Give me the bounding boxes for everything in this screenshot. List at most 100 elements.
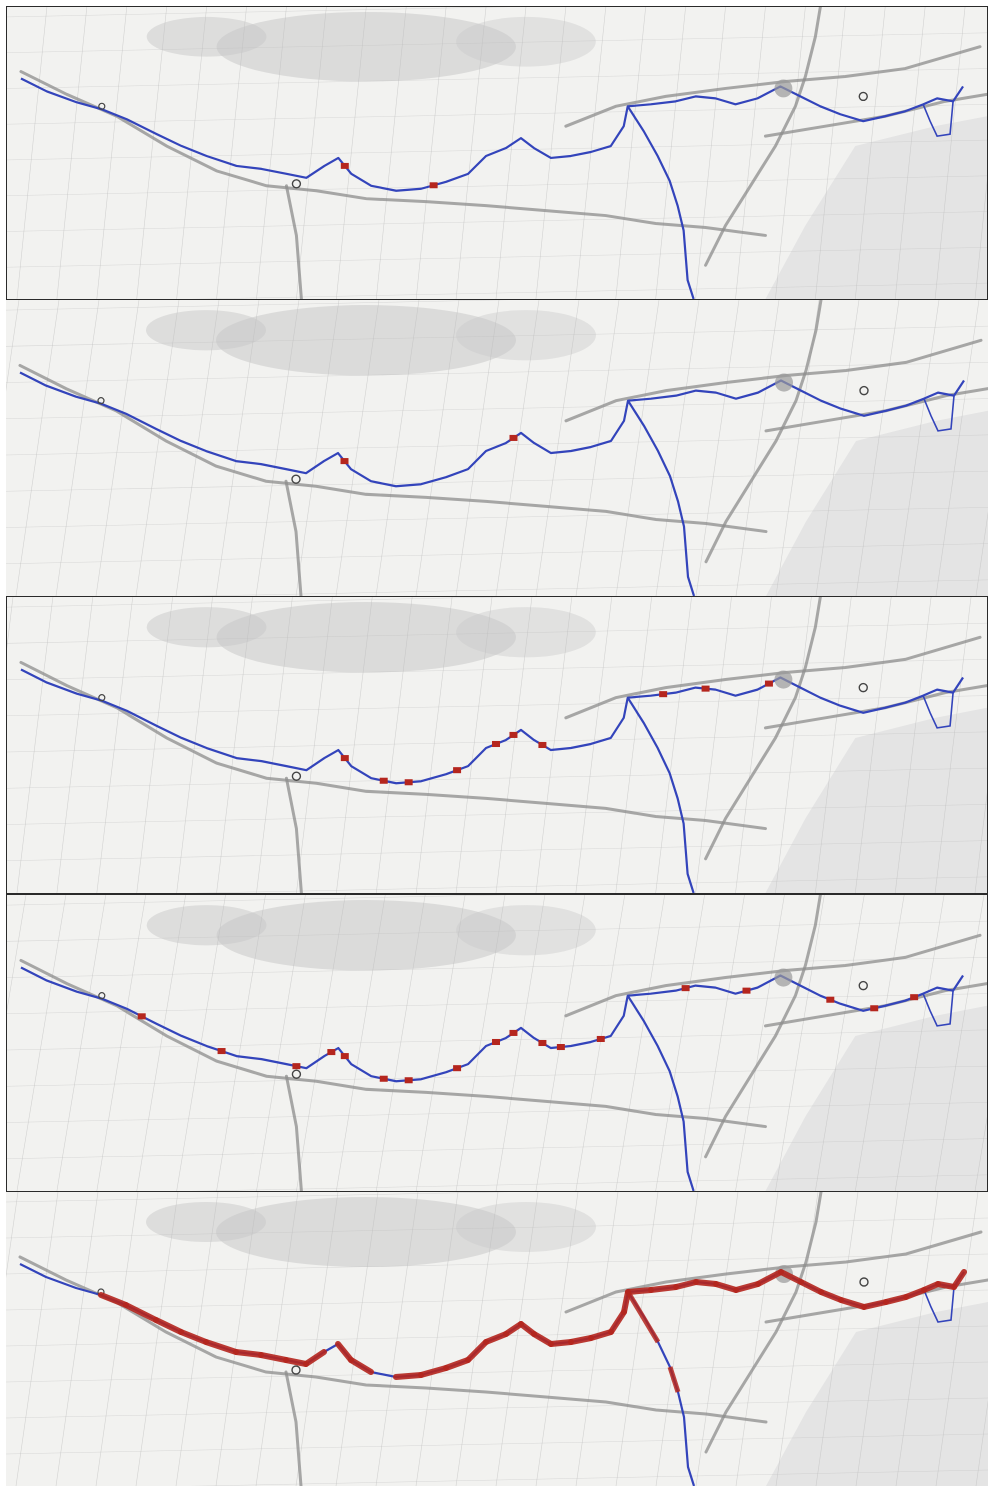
minor-road [7, 920, 987, 942]
minor-road [815, 300, 860, 596]
minor-road [7, 1138, 987, 1160]
mountain-shade [456, 607, 596, 658]
sea-area [766, 410, 988, 596]
minor-road [695, 1192, 739, 1486]
highlight-segment [648, 1284, 679, 1293]
minor-road [190, 1469, 988, 1486]
mountain-shade [456, 1202, 596, 1252]
highlight-segment [453, 767, 462, 774]
minor-road [6, 1217, 988, 1239]
map-panel-4 [6, 894, 988, 1192]
minor-road [455, 300, 500, 596]
map-panel-1 [6, 6, 988, 300]
minor-road [6, 1397, 988, 1419]
minor-road [7, 597, 14, 649]
highlight-segment [681, 985, 690, 992]
town-marker-icon [98, 694, 106, 702]
minor-road [655, 1192, 699, 1486]
route-branch [626, 105, 695, 299]
town-marker-icon [98, 992, 106, 1000]
minor-road [16, 597, 54, 893]
minor-road [56, 7, 88, 299]
minor-road [6, 325, 988, 347]
highlight-segment [123, 1302, 159, 1323]
highlight-segment [137, 1013, 146, 1020]
mountain-shade [216, 305, 516, 376]
minor-road [975, 1399, 988, 1486]
highlight-segment [443, 1357, 471, 1371]
highlight-segment [870, 1005, 879, 1012]
minor-road [176, 597, 213, 893]
highlight-segment [379, 777, 388, 784]
minor-road [135, 1192, 179, 1486]
minor-road [894, 597, 932, 893]
highlight-segment [98, 1292, 129, 1308]
highway [19, 70, 767, 237]
minor-road [296, 895, 346, 1191]
minor-road [975, 511, 988, 596]
minor-road [255, 1192, 299, 1486]
minor-road [7, 622, 987, 644]
map-svg [6, 1192, 988, 1486]
minor-road [7, 247, 987, 268]
minor-road [575, 597, 613, 893]
highlight-segment [713, 1281, 739, 1293]
map-panel-3 [6, 596, 988, 894]
highlight-segment [883, 1294, 909, 1305]
highway [284, 479, 303, 596]
route-branch [626, 697, 695, 893]
highway [284, 776, 303, 893]
highlight-segment [826, 996, 835, 1003]
route-line [20, 77, 964, 192]
highlight-segment [453, 1065, 462, 1072]
highlight-segment [292, 1063, 301, 1070]
minor-road [974, 791, 987, 893]
mountain-shade [216, 1197, 516, 1267]
minor-road [56, 597, 94, 893]
minor-road [695, 597, 732, 893]
highlight-segment [667, 1366, 681, 1393]
highway [18, 363, 768, 534]
mountain-shade [146, 607, 267, 648]
minor-road [775, 7, 806, 299]
minor-road [216, 597, 253, 893]
city-marker-icon [774, 79, 793, 98]
minor-road [415, 300, 460, 596]
highlight-segment [492, 1038, 500, 1046]
minor-road [216, 895, 266, 1191]
minor-road [7, 1102, 987, 1123]
minor-road [894, 7, 926, 299]
highlight-segment [625, 1290, 661, 1344]
highway [284, 1074, 303, 1191]
highway [704, 7, 822, 267]
minor-road [190, 282, 987, 299]
highlight-segment [153, 1317, 184, 1335]
minor-road [615, 1192, 659, 1486]
map-panel-5 [6, 1192, 988, 1486]
minor-road [7, 597, 510, 608]
minor-road [455, 895, 506, 1191]
sea-area [765, 116, 987, 299]
minor-road [535, 1192, 579, 1486]
highlight-segment [903, 1287, 927, 1300]
minor-road [7, 7, 510, 18]
minor-road [495, 300, 540, 596]
minor-road [6, 470, 988, 492]
highlight-segment [910, 994, 919, 1001]
sea-area [765, 1005, 987, 1191]
highlight-segment [217, 1048, 226, 1055]
mountain-shade [216, 11, 516, 82]
highlight-segment [596, 1035, 605, 1042]
minor-road [495, 597, 533, 893]
city-marker-icon [775, 373, 793, 392]
map-panel-2 [6, 300, 988, 596]
highlight-segment [818, 1289, 844, 1303]
highlight-segment [503, 1321, 524, 1337]
minor-road [256, 597, 293, 893]
minor-road [854, 895, 905, 1191]
minor-road [815, 895, 865, 1191]
highlight-segment [404, 779, 413, 786]
minor-road [256, 895, 306, 1191]
town-marker-icon [291, 1365, 301, 1375]
minor-road [735, 7, 766, 299]
